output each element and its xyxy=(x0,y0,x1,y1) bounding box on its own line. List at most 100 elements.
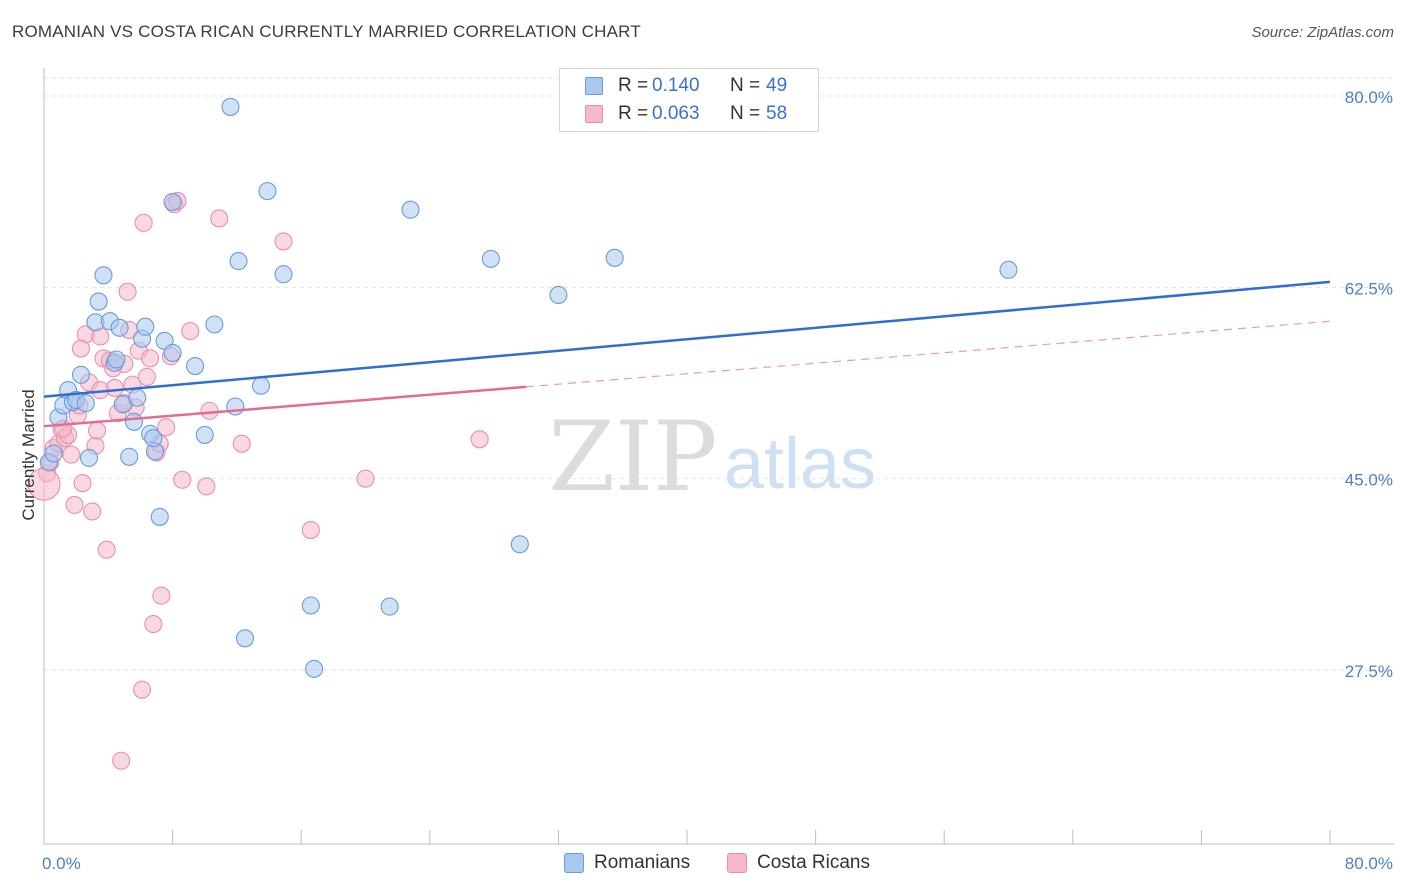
point-costa-rican xyxy=(152,586,171,605)
y-tick-label: 80.0% xyxy=(1345,88,1393,107)
point-costa-rican xyxy=(141,349,160,368)
point-romanian xyxy=(186,357,205,376)
x-tick-label: 0.0% xyxy=(42,854,81,873)
point-costa-rican xyxy=(232,434,251,453)
point-romanian xyxy=(79,448,99,467)
point-costa-rican xyxy=(71,339,91,358)
legend-n-label: N = xyxy=(730,75,761,96)
watermark-zip: ZIP xyxy=(548,401,717,513)
point-costa-rican xyxy=(65,495,84,514)
point-costa-rican xyxy=(73,473,92,493)
point-romanian xyxy=(549,285,568,305)
legend-n-value: 58 xyxy=(766,103,788,124)
point-romanian xyxy=(481,249,500,268)
chart-title: ROMANIAN VS COSTA RICAN CURRENTLY MARRIE… xyxy=(12,22,641,41)
point-costa-rican xyxy=(137,367,156,387)
point-romanian xyxy=(235,629,254,648)
watermark-atlas: atlas xyxy=(724,424,876,504)
point-romanian xyxy=(144,429,163,448)
point-romanian xyxy=(120,447,139,466)
point-costa-rican xyxy=(112,751,131,770)
point-costa-rican xyxy=(83,502,102,521)
point-costa-rican xyxy=(144,615,163,634)
point-romanian xyxy=(163,343,182,362)
point-romanian xyxy=(251,376,271,395)
correlation-legend: R = 0.140 N = 49 R = 0.063 N = 58 xyxy=(559,68,819,132)
trend-line-costa-ricans-projection xyxy=(526,320,1331,388)
point-costa-rican xyxy=(301,521,320,540)
point-costa-rican xyxy=(97,540,116,559)
grid-lines xyxy=(44,77,1394,671)
point-romanian xyxy=(301,596,320,615)
point-romanian xyxy=(605,248,624,267)
legend-n-label: N = xyxy=(730,103,761,124)
point-romanian xyxy=(94,266,113,285)
point-costa-rican xyxy=(173,470,192,489)
legend-swatch-pink xyxy=(585,105,603,123)
point-romanian xyxy=(71,365,91,384)
point-romanian xyxy=(128,388,147,407)
point-romanian xyxy=(205,315,224,334)
point-costa-rican xyxy=(134,213,153,232)
point-costa-rican xyxy=(118,282,137,301)
point-costa-rican xyxy=(210,209,229,228)
y-tick-label: 45.0% xyxy=(1345,471,1393,490)
point-romanian xyxy=(221,97,240,116)
point-romanian xyxy=(89,292,108,311)
trend-line-romanians xyxy=(43,280,1331,398)
point-romanian xyxy=(226,397,245,416)
legend-item-romanians[interactable]: Romanians xyxy=(564,852,690,874)
point-romanian xyxy=(76,394,95,413)
point-costa-rican xyxy=(181,322,200,341)
legend-r-label: R = xyxy=(618,103,649,124)
point-costa-rican xyxy=(87,421,107,440)
point-romanian xyxy=(110,318,129,337)
axes xyxy=(43,68,1394,845)
point-romanian xyxy=(136,317,155,336)
point-romanian xyxy=(163,193,182,212)
watermark: ZIP atlas xyxy=(548,401,876,513)
point-romanian xyxy=(124,412,144,431)
y-tick-label: 27.5% xyxy=(1345,662,1393,681)
legend-item-costa-ricans[interactable]: Costa Ricans xyxy=(727,852,870,874)
y-tick-label: 62.5% xyxy=(1345,279,1393,298)
y-axis-label: Currently Married xyxy=(19,389,38,520)
legend-label-romanians: Romanians xyxy=(594,852,691,873)
series-legend: Romanians Costa Ricans xyxy=(0,852,1406,878)
point-costa-rican xyxy=(197,477,216,496)
legend-r-value: 0.140 xyxy=(652,75,700,96)
point-romanian xyxy=(229,252,248,271)
point-costa-rican xyxy=(356,469,375,488)
point-romanian xyxy=(274,265,293,284)
point-romanian xyxy=(44,444,63,463)
series-romanians-points xyxy=(39,97,1018,678)
legend-n-value: 49 xyxy=(766,75,788,96)
x-tick-label: 80.0% xyxy=(1345,854,1393,873)
point-costa-rican xyxy=(157,418,176,437)
legend-label-costa-ricans: Costa Ricans xyxy=(757,852,870,873)
trend-line-costa-ricans xyxy=(43,385,527,428)
legend-swatch-blue xyxy=(564,853,584,873)
point-romanian xyxy=(150,507,169,526)
point-costa-rican xyxy=(133,680,152,699)
legend-swatch-pink xyxy=(727,853,747,873)
legend-r-value: 0.063 xyxy=(652,103,700,124)
source-label: Source: ZipAtlas.com xyxy=(1251,24,1394,41)
point-romanian xyxy=(195,425,214,444)
point-costa-rican xyxy=(274,232,293,251)
point-romanian xyxy=(401,200,420,219)
legend-r-label: R = xyxy=(618,75,649,96)
tick-labels: 27.5% 45.0% 62.5% 80.0% 0.0% 80.0% xyxy=(42,88,1393,873)
point-romanian xyxy=(510,535,529,554)
point-romanian xyxy=(380,597,399,616)
point-costa-rican xyxy=(200,401,219,420)
point-romanian xyxy=(305,659,324,678)
legend-swatch-blue xyxy=(585,77,603,95)
trend-lines xyxy=(43,280,1331,428)
point-romanian xyxy=(999,260,1018,279)
point-costa-rican xyxy=(62,445,81,464)
point-romanian xyxy=(258,182,277,201)
point-costa-rican xyxy=(470,430,489,449)
point-romanian xyxy=(107,350,126,369)
